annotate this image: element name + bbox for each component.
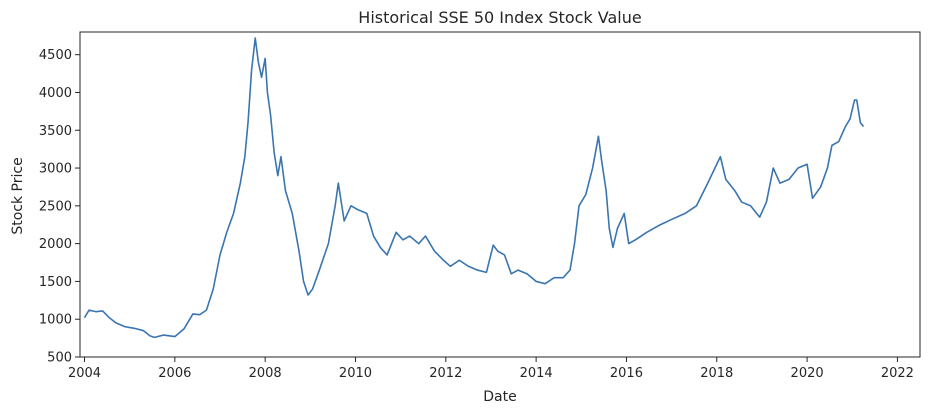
x-tick-label: 2012 <box>429 366 462 381</box>
x-tick-label: 2022 <box>881 366 914 381</box>
y-tick-label: 3000 <box>39 162 72 177</box>
y-tick-label: 1500 <box>39 275 72 290</box>
plot-area: 2004 2006 2008 2010 2012 2014 2016 2018 2020 2022… <box>39 31 921 381</box>
y-tick-label: 2000 <box>39 237 72 252</box>
y-tick-label: 500 <box>47 351 72 366</box>
y-tick-label: 2500 <box>39 199 72 214</box>
x-tick-label: 2006 <box>158 366 191 381</box>
y-tick-label: 1000 <box>39 313 72 328</box>
y-axis-title: Stock Price <box>10 157 26 234</box>
x-tick-label: 2014 <box>520 366 553 381</box>
chart-title: Historical SSE 50 Index Stock Value <box>358 8 641 27</box>
x-tick-label: 2010 <box>339 366 372 381</box>
x-axis-title: Date <box>483 389 516 405</box>
x-tick-label: 2018 <box>700 366 733 381</box>
plot-frame <box>79 31 921 358</box>
y-tick-label: 3500 <box>39 124 72 139</box>
y-tick-label: 4000 <box>39 86 72 101</box>
y-tick-label: 4500 <box>39 48 72 63</box>
x-tick-label: 2020 <box>791 366 824 381</box>
series-line <box>83 37 865 339</box>
x-tick-label: 2008 <box>249 366 282 381</box>
x-tick-label: 2016 <box>610 366 643 381</box>
x-tick-label: 2004 <box>68 366 101 381</box>
